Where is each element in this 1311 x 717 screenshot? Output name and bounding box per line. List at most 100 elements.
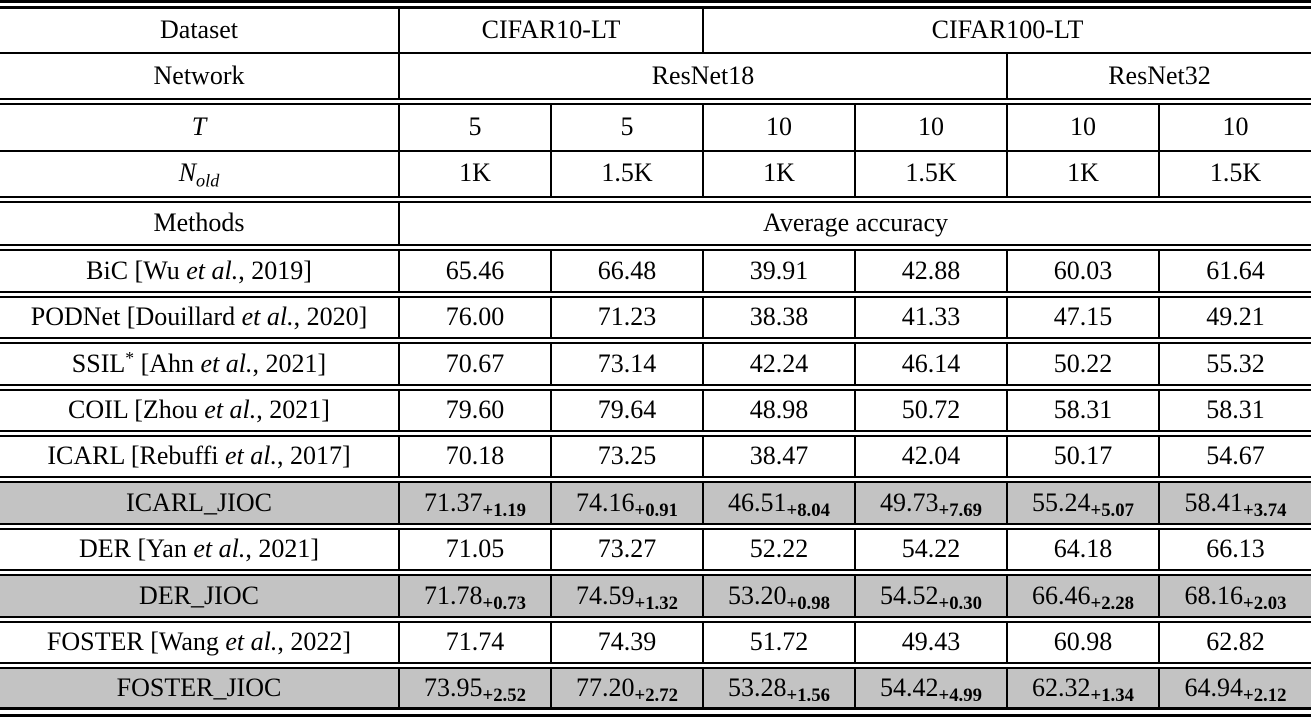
value-cell: 71.05 <box>398 526 551 573</box>
dataset-row: Dataset CIFAR10-LT CIFAR100-LT <box>0 4 1311 54</box>
t-value-cell: 5 <box>398 101 551 151</box>
t-value-cell: 10 <box>1006 101 1159 151</box>
value-cell: 70.18 <box>398 433 551 480</box>
value-cell: 38.47 <box>702 433 855 480</box>
value-cell: 62.82 <box>1158 619 1311 666</box>
n-old-value-cell: 1.5K <box>1158 150 1311 200</box>
methods-header-row: Methods Average accuracy <box>0 199 1311 248</box>
value-cell: 62.32+1.34 <box>1006 665 1159 712</box>
value-cell: 42.88 <box>854 247 1007 295</box>
method-cell: SSIL* [Ahn et al., 2021] <box>71 347 327 378</box>
table-row: SSIL* [Ahn et al., 2021] 70.67 73.14 42.24 4… <box>0 340 1311 388</box>
improvement-delta: +7.69 <box>938 500 982 522</box>
average-accuracy-label: Average accuracy <box>398 199 1311 248</box>
value-cell: 70.67 <box>398 340 551 388</box>
improvement-delta: +2.03 <box>1243 592 1287 614</box>
value-cell: 68.16+2.03 <box>1158 572 1311 620</box>
method-cell: DER [Yan et al., 2021] <box>78 534 320 564</box>
value-cell: 52.22 <box>702 526 855 573</box>
value-cell: 54.42+4.99 <box>854 665 1007 712</box>
accuracy-value: 68.16 <box>1184 580 1244 610</box>
value-cell: 49.43 <box>854 619 1007 666</box>
network-group-resnet32: ResNet32 <box>1006 53 1311 102</box>
accuracy-value: 53.20 <box>728 580 787 610</box>
table-row: DER [Yan et al., 2021] 71.05 73.27 52.22 54.… <box>0 526 1311 573</box>
t-row: T 5 5 10 10 10 10 <box>0 101 1311 151</box>
improvement-delta: +2.28 <box>1090 592 1134 614</box>
dataset-group-cifar100lt: CIFAR100-LT <box>702 4 1311 54</box>
value-cell: 42.24 <box>702 340 855 388</box>
dataset-label: Dataset <box>160 15 238 45</box>
improvement-delta: +4.99 <box>938 684 982 706</box>
value-cell: 66.13 <box>1158 526 1311 573</box>
methods-label: Methods <box>153 208 245 238</box>
improvement-delta: +5.07 <box>1090 500 1134 522</box>
value-cell: 73.14 <box>550 340 703 388</box>
accuracy-value: 73.95 <box>424 672 483 702</box>
value-cell: 46.51+8.04 <box>702 479 855 527</box>
accuracy-value: 58.41 <box>1184 487 1244 517</box>
table-row: FOSTER [Wang et al., 2022] 71.74 74.39 51.7… <box>0 619 1311 666</box>
improvement-delta: +3.74 <box>1243 500 1287 522</box>
value-cell: 61.64 <box>1158 247 1311 295</box>
value-cell: 73.25 <box>550 433 703 480</box>
value-cell: 66.48 <box>550 247 703 295</box>
value-cell: 73.95+2.52 <box>398 665 551 712</box>
method-cell: BiC [Wu et al., 2019] <box>86 255 312 285</box>
value-cell: 74.59+1.32 <box>550 572 703 620</box>
value-cell: 64.94+2.12 <box>1158 665 1311 712</box>
accuracy-value: 77.20 <box>576 672 635 702</box>
improvement-delta: +8.04 <box>786 500 830 522</box>
value-cell: 79.64 <box>550 387 703 434</box>
method-cell: FOSTER_JIOC <box>116 672 282 702</box>
accuracy-value: 66.46 <box>1032 580 1091 610</box>
value-cell: 54.22 <box>854 526 1007 573</box>
table-row: ICARL_JIOC 71.37+1.19 74.16+0.91 46.51+8.04… <box>0 479 1311 527</box>
table-row: COIL [Zhou et al., 2021] 79.60 79.64 48.98 5… <box>0 387 1311 434</box>
accuracy-value: 64.94 <box>1184 672 1244 702</box>
value-cell: 58.31 <box>1006 387 1159 434</box>
value-cell: 58.41+3.74 <box>1158 479 1311 527</box>
improvement-delta: +0.30 <box>938 592 982 614</box>
accuracy-value: 49.73 <box>880 487 939 517</box>
network-row: Network ResNet18 ResNet32 <box>0 53 1311 102</box>
value-cell: 49.21 <box>1158 294 1311 341</box>
n-old-value-cell: 1.5K <box>854 150 1007 200</box>
value-cell: 53.28+1.56 <box>702 665 855 712</box>
accuracy-value: 54.42 <box>880 672 939 702</box>
method-cell: ICARL [Rebuffi et al., 2017] <box>47 441 351 471</box>
value-cell: 51.72 <box>702 619 855 666</box>
improvement-delta: +2.72 <box>634 684 678 706</box>
value-cell: 54.67 <box>1158 433 1311 480</box>
improvement-delta: +1.32 <box>634 592 678 614</box>
value-cell: 49.73+7.69 <box>854 479 1007 527</box>
method-cell: FOSTER [Wang et al., 2022] <box>46 627 352 657</box>
accuracy-value: 55.24 <box>1032 487 1091 517</box>
value-cell: 60.98 <box>1006 619 1159 666</box>
value-cell: 71.78+0.73 <box>398 572 551 620</box>
accuracy-value: 62.32 <box>1032 672 1091 702</box>
improvement-delta: +0.98 <box>786 592 830 614</box>
table-row: PODNet [Douillard et al., 2020] 76.00 71.2… <box>0 294 1311 341</box>
value-cell: 74.16+0.91 <box>550 479 703 527</box>
value-cell: 71.74 <box>398 619 551 666</box>
table-row: ICARL [Rebuffi et al., 2017] 70.18 73.25 38… <box>0 433 1311 480</box>
table-body: Dataset CIFAR10-LT CIFAR100-LT Network R… <box>0 4 1311 712</box>
accuracy-value: 54.52 <box>880 580 939 610</box>
accuracy-value: 74.16 <box>576 487 635 517</box>
t-value-cell: 10 <box>702 101 855 151</box>
network-label: Network <box>153 60 245 90</box>
value-cell: 64.18 <box>1006 526 1159 573</box>
value-cell: 46.14 <box>854 340 1007 388</box>
dataset-group-cifar10lt: CIFAR10-LT <box>398 4 703 54</box>
value-cell: 65.46 <box>398 247 551 295</box>
value-cell: 76.00 <box>398 294 551 341</box>
n-old-value-cell: 1.5K <box>550 150 703 200</box>
value-cell: 39.91 <box>702 247 855 295</box>
table-row: FOSTER_JIOC 73.95+2.52 77.20+2.72 53.28+1.5… <box>0 665 1311 712</box>
table-row: BiC [Wu et al., 2019] 65.46 66.48 39.91 42.8… <box>0 247 1311 295</box>
value-cell: 41.33 <box>854 294 1007 341</box>
value-cell: 54.52+0.30 <box>854 572 1007 620</box>
t-value-cell: 10 <box>854 101 1007 151</box>
value-cell: 66.46+2.28 <box>1006 572 1159 620</box>
